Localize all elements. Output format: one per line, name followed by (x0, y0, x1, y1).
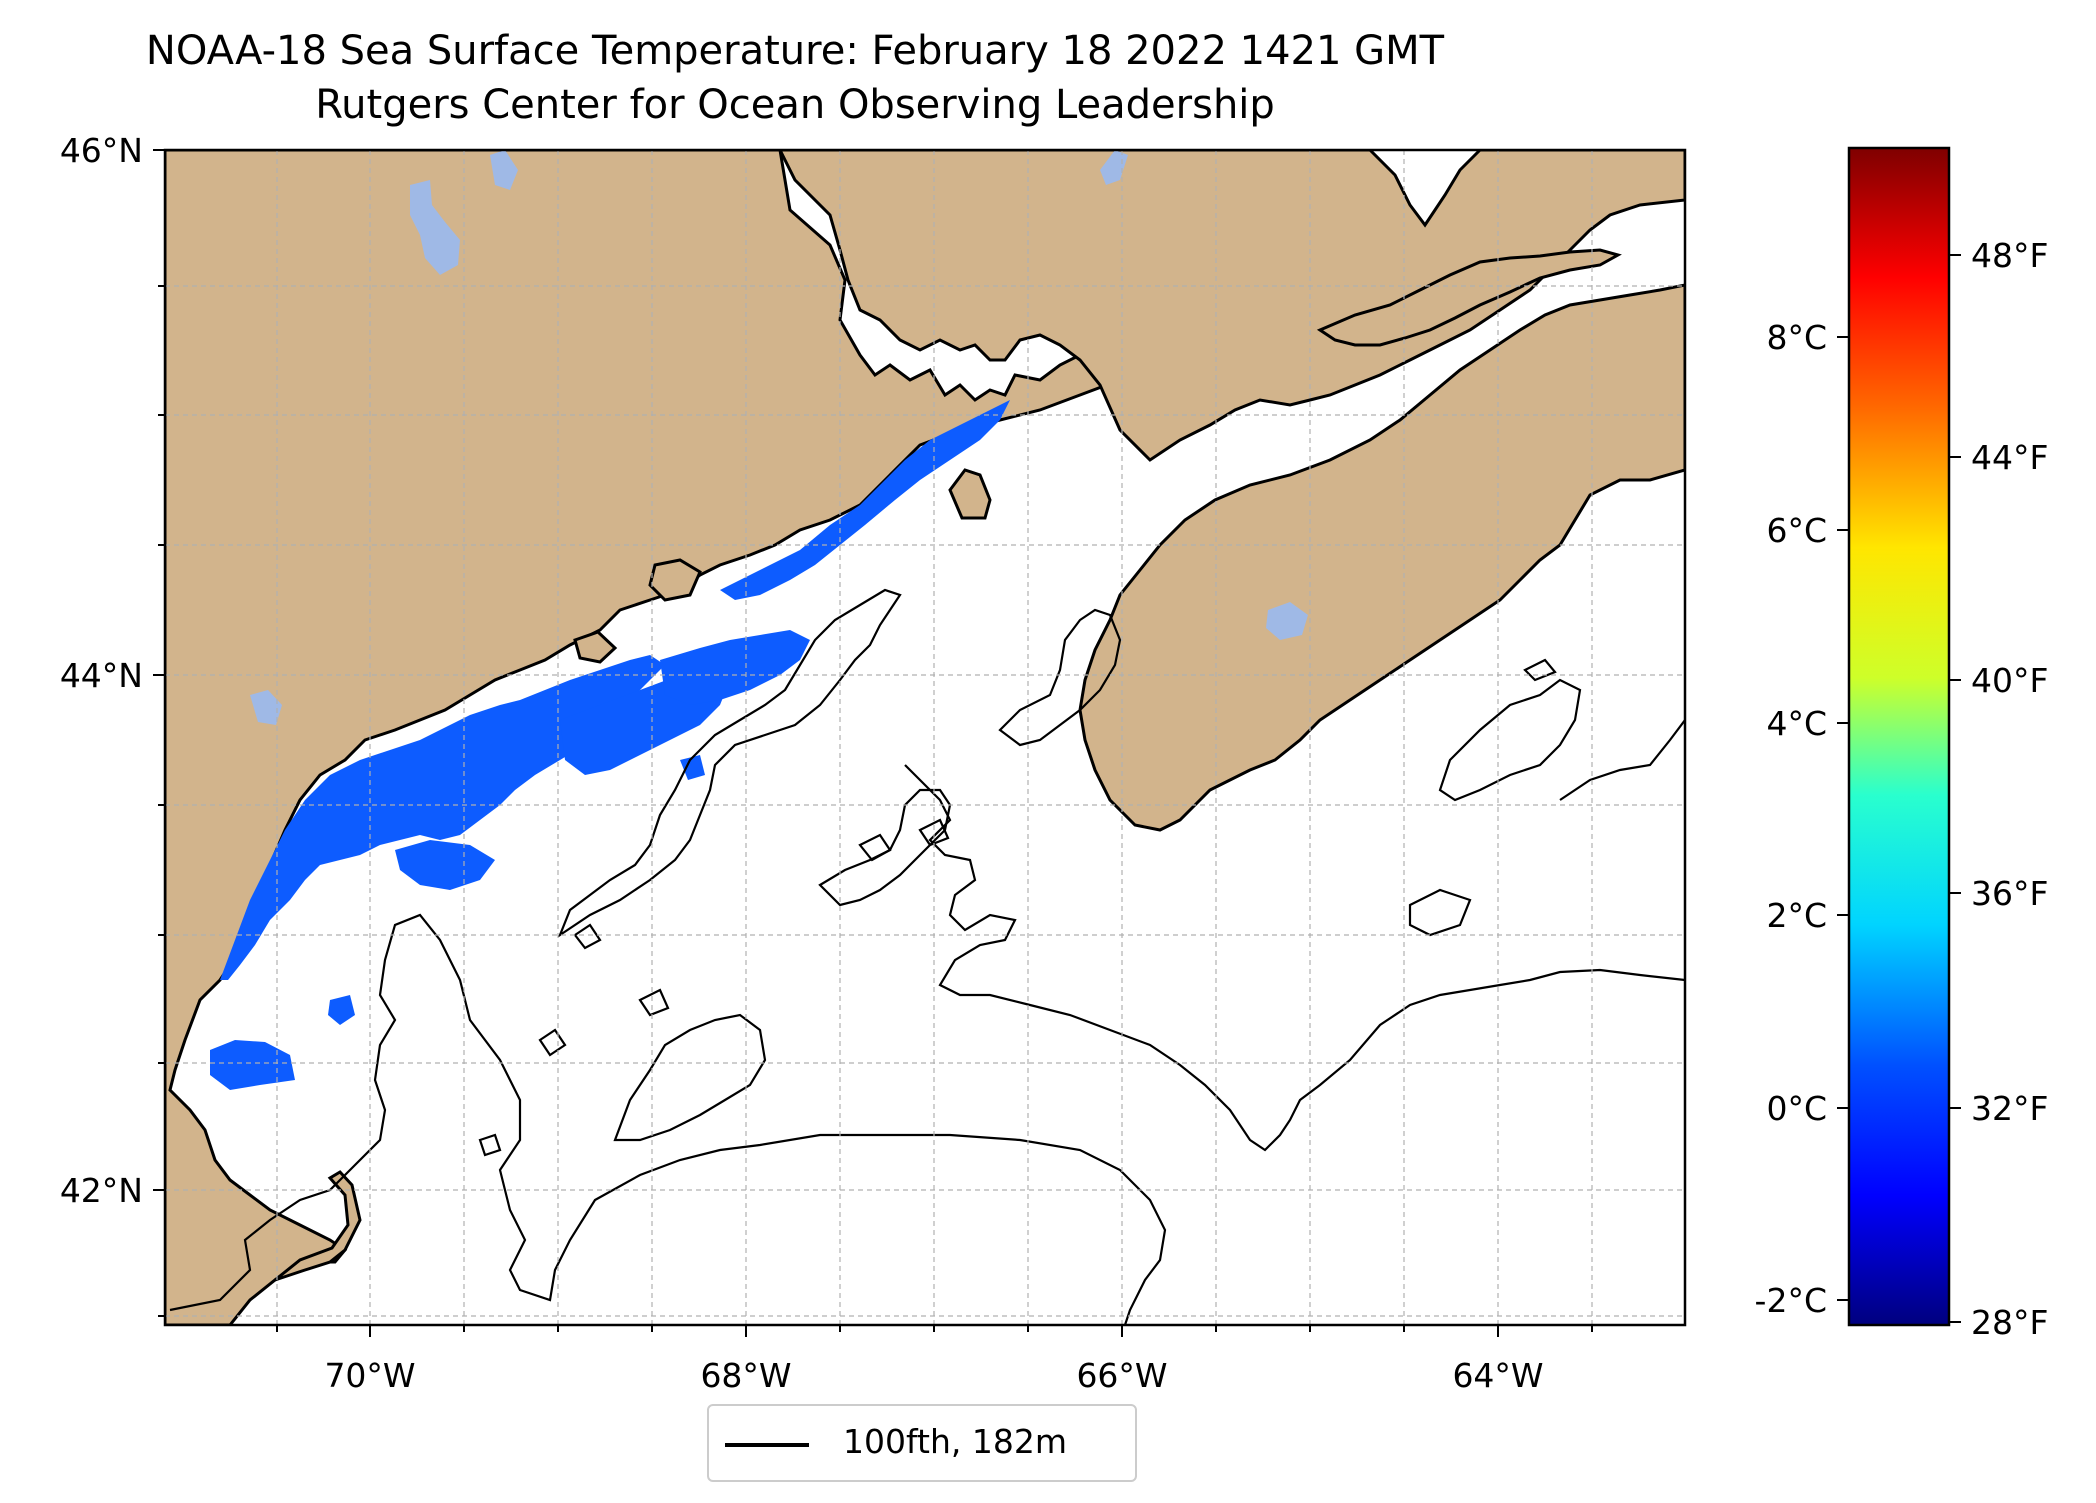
sst-patch-central (660, 630, 810, 705)
legend-isobath-swatch (725, 1443, 809, 1447)
isobath-jordan-basin (998, 608, 1122, 747)
isobath-island-1 (573, 923, 602, 950)
colorbar-f-36: 36°F (1971, 874, 2048, 913)
axis-ticks (153, 149, 1593, 1337)
land-nova-scotia (1078, 283, 1685, 832)
colorbar-c-8: 8°C (1766, 318, 1827, 357)
lat-label-42n: 42°N (60, 1171, 143, 1210)
colorbar-c-6: 6°C (1766, 511, 1827, 550)
colorbar-c-minus2: -2°C (1755, 1281, 1827, 1320)
isobath-island-5 (918, 818, 950, 847)
isobath-east-basin (1438, 678, 1582, 802)
land-grand-manan (948, 468, 992, 520)
colorbar-c-0: 0°C (1766, 1089, 1827, 1128)
lon-label-64w: 64°W (1452, 1356, 1543, 1395)
colorbar-ticks (1837, 254, 1961, 1323)
lat-label-46n: 46°N (60, 131, 143, 170)
lat-label-44n: 44°N (60, 656, 143, 695)
lake-moosehead (410, 180, 460, 275)
sst-patch-maine-coast (220, 655, 665, 980)
land-new-brunswick (778, 150, 1685, 462)
isobath-crowell-basin (613, 1013, 767, 1142)
isobath-island-8 (1408, 888, 1472, 937)
gridlines (165, 150, 1685, 1325)
sst-patch-south (395, 840, 495, 890)
sst-patch-small-1 (328, 995, 355, 1025)
land-island-2 (573, 630, 618, 664)
lon-label-68w: 68°W (700, 1356, 791, 1395)
isobath-georges-bank-slope (169, 913, 1167, 1325)
sst-cold-patches (210, 400, 1010, 1090)
isobath-island-4 (858, 833, 892, 862)
lake-nb (1100, 150, 1128, 185)
chart-title: NOAA-18 Sea Surface Temperature: Februar… (145, 28, 1445, 74)
colorbar-f-32: 32°F (1971, 1089, 2048, 1128)
colorbar-frame (1847, 146, 1951, 1327)
lake-west (250, 690, 282, 725)
legend-label: 100fth, 182m (843, 1422, 1067, 1461)
legend: 100fth, 182m (707, 1404, 1137, 1482)
isobath-island-6 (478, 1133, 502, 1157)
colorbar-f-40: 40°F (1971, 661, 2048, 700)
lon-label-66w: 66°W (1076, 1356, 1167, 1395)
colorbar (1849, 148, 1949, 1325)
sst-patch-penobscot (720, 400, 1010, 600)
lake-ns (1266, 602, 1308, 640)
land-cape-cod (274, 1170, 362, 1282)
colorbar-c-2: 2°C (1766, 896, 1827, 935)
isobath-gulf-interior-1 (557, 588, 902, 938)
colorbar-c-4: 4°C (1766, 704, 1827, 743)
isobath-island-2 (538, 1028, 567, 1057)
isobath-east-basin-2 (1559, 719, 1685, 801)
lake-north (490, 150, 518, 190)
colorbar-f-48: 48°F (1971, 236, 2048, 275)
isobath-scotian-shelf (904, 764, 1685, 1152)
isobath-island-7 (1523, 658, 1557, 682)
colorbar-f-28: 28°F (1971, 1303, 2048, 1342)
land-pei (1316, 248, 1622, 347)
isobath-island-3 (638, 988, 670, 1017)
land-island-1 (648, 558, 702, 602)
sst-patch-mass-bay (210, 1040, 295, 1090)
chart-subtitle: Rutgers Center for Ocean Observing Leade… (315, 82, 1275, 128)
sst-patch-small-2 (680, 755, 705, 780)
map-frame (163, 148, 1687, 1327)
colorbar-f-44: 44°F (1971, 438, 2048, 477)
map-panel (165, 150, 1685, 1325)
lon-label-70w: 70°W (324, 1356, 415, 1395)
